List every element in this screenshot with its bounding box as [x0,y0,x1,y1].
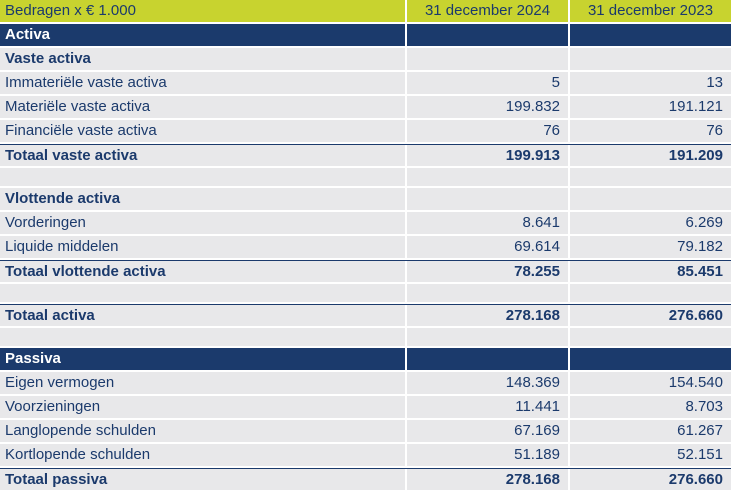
value-2023: 61.267 [570,420,731,442]
row-label: Vlottende activa [0,188,405,210]
subsection-row-vaste-activa: Vaste activa [0,48,731,70]
total-row-activa: Totaal activa 278.168 276.660 [0,304,731,326]
column-header-2024: 31 december 2024 [407,0,568,22]
value-2023 [570,348,731,370]
spacer-cell [0,284,405,302]
value-2024: 148.369 [407,372,568,394]
spacer-cell [407,284,568,302]
row-label: Voorzieningen [0,396,405,418]
value-2024: 67.169 [407,420,568,442]
value-2023: 85.451 [570,261,731,282]
table-row-voorzieningen: Voorzieningen 11.441 8.703 [0,396,731,418]
value-2023: 13 [570,72,731,94]
row-label: Totaal passiva [0,469,405,490]
table-row-materiele-vaste-activa: Materiële vaste activa 199.832 191.121 [0,96,731,118]
value-2024: 8.641 [407,212,568,234]
value-2024 [407,24,568,46]
value-2024 [407,48,568,70]
value-2023 [570,188,731,210]
value-2024 [407,188,568,210]
value-2023 [570,48,731,70]
value-2023: 191.121 [570,96,731,118]
row-label: Financiële vaste activa [0,120,405,142]
value-2023 [570,24,731,46]
spacer-row [0,168,731,186]
value-2023: 191.209 [570,145,731,166]
subsection-row-vlottende-activa: Vlottende activa [0,188,731,210]
total-row-vlottende-activa: Totaal vlottende activa 78.255 85.451 [0,260,731,282]
section-row-activa: Activa [0,24,731,46]
row-label: Liquide middelen [0,236,405,258]
spacer-cell [570,328,731,346]
table-row-immateriele-vaste-activa: Immateriële vaste activa 5 13 [0,72,731,94]
value-2024: 76 [407,120,568,142]
table-header-row: Bedragen x € 1.000 31 december 2024 31 d… [0,0,731,22]
row-label: Langlopende schulden [0,420,405,442]
value-2024: 199.832 [407,96,568,118]
value-2024: 5 [407,72,568,94]
spacer-row [0,328,731,346]
value-2024: 278.168 [407,469,568,490]
spacer-cell [407,328,568,346]
spacer-cell [0,168,405,186]
spacer-cell [0,328,405,346]
value-2024: 278.168 [407,305,568,326]
unit-label: Bedragen x € 1.000 [0,0,405,22]
value-2023: 6.269 [570,212,731,234]
value-2023: 8.703 [570,396,731,418]
value-2024: 69.614 [407,236,568,258]
section-title: Passiva [0,348,405,370]
row-label: Immateriële vaste activa [0,72,405,94]
value-2023: 276.660 [570,469,731,490]
value-2024: 199.913 [407,145,568,166]
section-row-passiva: Passiva [0,348,731,370]
table-row-eigen-vermogen: Eigen vermogen 148.369 154.540 [0,372,731,394]
row-label: Totaal vaste activa [0,145,405,166]
table-row-vorderingen: Vorderingen 8.641 6.269 [0,212,731,234]
row-label: Eigen vermogen [0,372,405,394]
spacer-cell [570,284,731,302]
value-2024: 78.255 [407,261,568,282]
row-label: Totaal activa [0,305,405,326]
value-2023: 154.540 [570,372,731,394]
value-2023: 276.660 [570,305,731,326]
table-row-liquide-middelen: Liquide middelen 69.614 79.182 [0,236,731,258]
spacer-row [0,284,731,302]
value-2023: 76 [570,120,731,142]
total-row-passiva: Totaal passiva 278.168 276.660 [0,468,731,490]
spacer-cell [570,168,731,186]
total-row-vaste-activa: Totaal vaste activa 199.913 191.209 [0,144,731,166]
row-label: Totaal vlottende activa [0,261,405,282]
column-header-2023: 31 december 2023 [570,0,731,22]
row-label: Materiële vaste activa [0,96,405,118]
table-row-langlopende-schulden: Langlopende schulden 67.169 61.267 [0,420,731,442]
value-2023: 52.151 [570,444,731,466]
row-label: Kortlopende schulden [0,444,405,466]
section-title: Activa [0,24,405,46]
row-label: Vorderingen [0,212,405,234]
row-label: Vaste activa [0,48,405,70]
value-2024: 11.441 [407,396,568,418]
value-2023: 79.182 [570,236,731,258]
value-2024 [407,348,568,370]
table-row-financiele-vaste-activa: Financiële vaste activa 76 76 [0,120,731,142]
value-2024: 51.189 [407,444,568,466]
table-row-kortlopende-schulden: Kortlopende schulden 51.189 52.151 [0,444,731,466]
spacer-cell [407,168,568,186]
